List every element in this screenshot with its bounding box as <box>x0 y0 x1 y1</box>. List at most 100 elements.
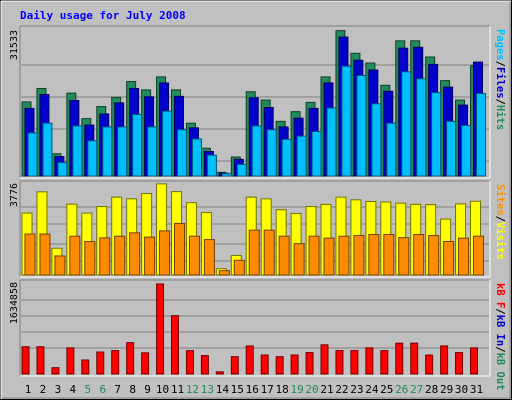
day-label-28: 28 <box>425 383 438 396</box>
bar-requests-pages-8 <box>132 113 143 177</box>
legend-pages: Pages <box>494 29 506 61</box>
bar-visits-sites-25 <box>383 234 395 276</box>
bar-requests-pages-12 <box>191 138 202 177</box>
chart-title: Daily usage for July 2008 <box>20 9 186 22</box>
day-label-18: 18 <box>276 383 289 396</box>
bar-traffic-kb-f-26 <box>395 342 404 375</box>
bar-traffic-kb-f-25 <box>380 350 389 375</box>
legend-visits: Visits <box>494 222 506 260</box>
bar-visits-sites-9 <box>144 236 156 276</box>
bar-requests-pages-25 <box>386 122 397 177</box>
bar-traffic-kb-f-11 <box>171 315 179 375</box>
bar-requests-pages-17 <box>266 129 277 177</box>
legend-sep: / <box>494 346 506 352</box>
day-label-14: 14 <box>216 383 230 396</box>
bar-requests-pages-23 <box>356 75 367 177</box>
bar-traffic-kb-f-15 <box>230 356 239 375</box>
bar-traffic-kb-f-3 <box>51 367 60 375</box>
bar-traffic-kb-f-18 <box>275 356 284 375</box>
legend-sep: / <box>494 99 506 105</box>
bar-requests-pages-21 <box>326 107 337 177</box>
visits-max-label: 3776 <box>9 183 20 207</box>
bar-visits-sites-28 <box>428 234 440 276</box>
bar-visits-sites-31 <box>473 235 484 276</box>
traffic-max-label: 1634858 <box>9 282 20 324</box>
day-label-5: 5 <box>84 383 91 396</box>
legend-sites: Sites <box>494 184 506 216</box>
bar-requests-pages-22 <box>341 65 352 177</box>
bar-requests-pages-4 <box>72 125 83 177</box>
bar-requests-pages-27 <box>416 78 427 177</box>
day-label-1: 1 <box>25 383 32 396</box>
bar-requests-pages-2 <box>42 122 53 177</box>
bar-traffic-kb-f-30 <box>455 352 464 375</box>
bar-traffic-kb-f-19 <box>290 354 299 375</box>
visits-legend: Sites/Visits <box>494 184 506 260</box>
bar-requests-pages-7 <box>117 126 128 177</box>
bar-traffic-kb-f-31 <box>470 347 478 375</box>
legend-sep: / <box>494 308 506 314</box>
day-labels: 1 2 3 4 5 6 7 8 9 10 11 12 13 14 15 16 17 18 19 20 21 22 23 24 2… <box>25 383 483 396</box>
day-label-10: 10 <box>156 383 169 396</box>
bar-requests-pages-3 <box>57 162 68 177</box>
bar-requests-pages-10 <box>162 110 173 177</box>
day-label-2: 2 <box>40 383 47 396</box>
bar-requests-pages-16 <box>251 125 262 177</box>
bar-visits-sites-12 <box>188 235 200 276</box>
legend-kb-out: kB Out <box>494 353 506 391</box>
bar-requests-pages-20 <box>311 131 322 177</box>
bar-requests-pages-24 <box>371 103 382 177</box>
day-label-21: 21 <box>320 383 333 396</box>
bar-traffic-kb-f-10 <box>156 283 165 375</box>
legend-files: Files <box>494 67 506 99</box>
bar-traffic-kb-f-22 <box>335 350 344 375</box>
bar-traffic-kb-f-27 <box>410 342 419 375</box>
legend-sep: / <box>494 61 506 67</box>
bar-traffic-kb-f-7 <box>111 350 120 375</box>
day-label-9: 9 <box>144 383 151 396</box>
bar-requests-pages-6 <box>102 126 113 177</box>
bar-visits-sites-8 <box>129 232 141 276</box>
day-label-13: 13 <box>201 383 214 396</box>
day-label-6: 6 <box>99 383 106 396</box>
bar-requests-pages-30 <box>461 125 472 177</box>
bar-traffic-kb-f-2 <box>36 346 45 375</box>
bar-visits-sites-5 <box>84 241 96 276</box>
day-label-4: 4 <box>70 383 77 396</box>
requests-legend: Pages/Files/Hits <box>494 29 506 130</box>
bar-requests-pages-26 <box>401 71 412 177</box>
bar-traffic-kb-f-16 <box>245 345 254 375</box>
bar-visits-sites-17 <box>263 229 275 276</box>
bar-traffic-kb-f-21 <box>320 344 329 375</box>
bar-visits-sites-14 <box>218 270 230 276</box>
day-label-20: 20 <box>305 383 318 396</box>
day-label-19: 19 <box>290 383 303 396</box>
bar-visits-sites-26 <box>398 237 410 276</box>
day-label-7: 7 <box>114 383 121 396</box>
bar-visits-sites-19 <box>293 243 305 276</box>
bar-requests-pages-28 <box>431 92 442 177</box>
bar-visits-sites-18 <box>278 235 290 276</box>
bar-visits-sites-15 <box>233 259 245 276</box>
day-label-16: 16 <box>246 383 259 396</box>
traffic-legend: kB F/kB In/kB Out <box>494 283 506 391</box>
day-label-15: 15 <box>231 383 244 396</box>
bar-visits-sites-10 <box>159 230 171 276</box>
bar-visits-sites-23 <box>353 234 365 276</box>
bar-traffic-kb-f-14 <box>215 371 224 375</box>
bar-requests-pages-15 <box>236 163 247 177</box>
bar-visits-sites-2 <box>39 233 51 276</box>
bar-traffic-kb-f-9 <box>141 352 150 375</box>
bar-traffic-kb-f-12 <box>185 350 194 375</box>
bar-requests-pages-19 <box>296 135 307 177</box>
bar-requests-pages-14 <box>221 173 232 177</box>
bar-visits-sites-4 <box>69 235 81 276</box>
bar-requests-pages-13 <box>206 154 217 177</box>
bar-visits-sites-1 <box>24 233 36 276</box>
day-label-8: 8 <box>129 383 136 396</box>
requests-max-label: 31533 <box>9 30 20 60</box>
legend-hits: Hits <box>494 105 506 130</box>
bar-visits-sites-30 <box>458 237 470 276</box>
bar-requests-pages-1 <box>27 132 38 177</box>
